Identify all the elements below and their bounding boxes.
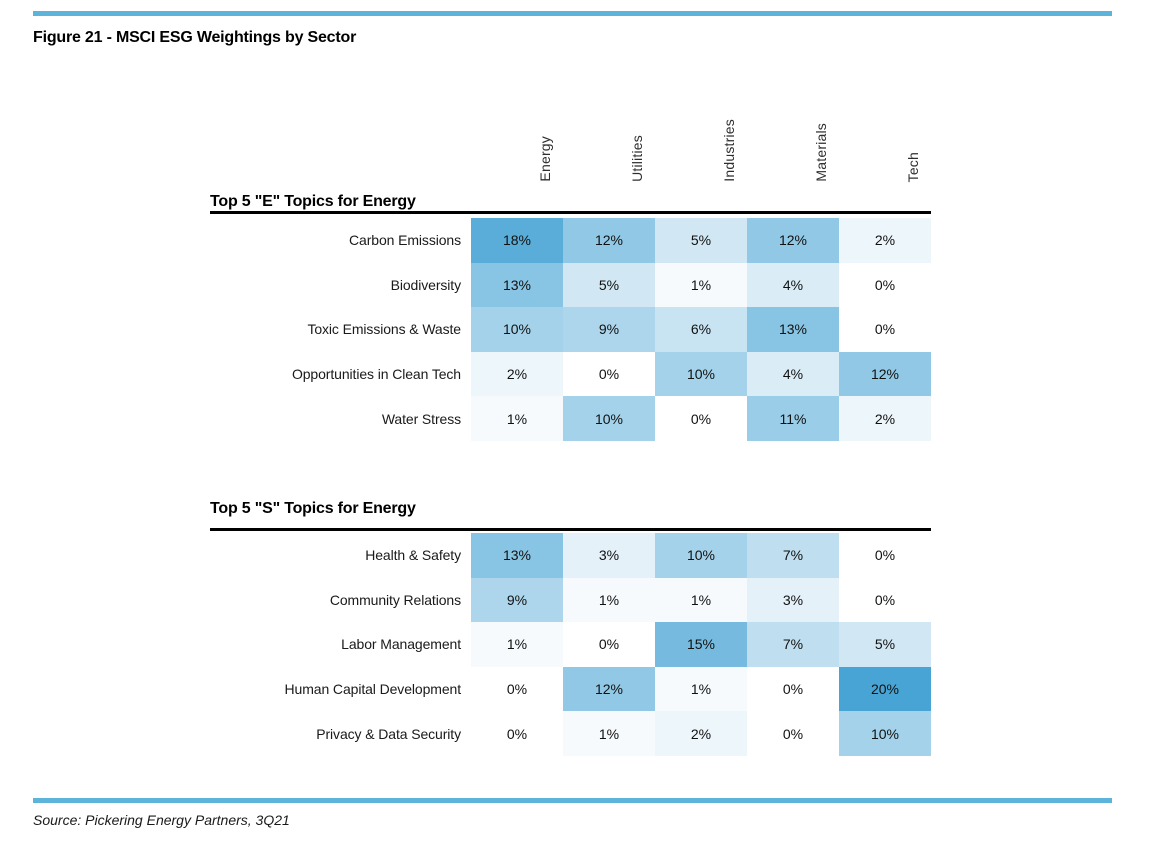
heat-cell: 13% <box>747 307 839 352</box>
section-underline <box>210 528 931 531</box>
heat-cell: 10% <box>471 307 563 352</box>
heat-cell: 0% <box>839 577 931 623</box>
row-label: Privacy & Data Security <box>316 725 461 742</box>
section-title: Top 5 "S" Topics for Energy <box>210 500 416 517</box>
heat-cell: 5% <box>563 262 655 308</box>
heat-cell: 0% <box>563 622 655 667</box>
heat-cell: 2% <box>839 396 931 441</box>
heat-cell: 9% <box>563 307 655 352</box>
column-header-tech: Tech <box>905 151 921 182</box>
heat-cell: 13% <box>471 262 563 308</box>
heat-cell: 4% <box>747 351 839 397</box>
section-underline <box>210 211 931 214</box>
heat-cell: 1% <box>471 622 563 667</box>
row-label: Carbon Emissions <box>349 232 461 249</box>
heat-cell: 0% <box>747 711 839 756</box>
source-note: Source: Pickering Energy Partners, 3Q21 <box>33 812 290 828</box>
heat-cell: 1% <box>655 666 747 712</box>
figure-title: Figure 21 - MSCI ESG Weightings by Secto… <box>33 29 357 46</box>
row-label: Community Relations <box>329 591 461 608</box>
heat-cell: 0% <box>747 666 839 712</box>
heat-cell: 15% <box>655 622 747 667</box>
heat-cell: 10% <box>563 396 655 441</box>
row-label: Toxic Emissions & Waste <box>307 321 461 338</box>
row-label: Health & Safety <box>365 547 461 564</box>
heat-cell: 18% <box>471 218 563 263</box>
heat-cell: 3% <box>747 577 839 623</box>
column-header-industries: Industries <box>721 119 737 182</box>
heat-cell: 10% <box>839 711 931 756</box>
heat-cell: 6% <box>655 307 747 352</box>
heat-cell: 2% <box>839 218 931 263</box>
heat-cell: 0% <box>563 351 655 397</box>
heat-cell: 20% <box>839 666 931 712</box>
heat-cell: 7% <box>747 622 839 667</box>
column-header-energy: Energy <box>537 136 553 182</box>
heat-cell: 1% <box>655 577 747 623</box>
heat-cell: 1% <box>471 396 563 441</box>
heat-cell: 0% <box>471 711 563 756</box>
heat-cell: 1% <box>563 711 655 756</box>
bottom-accent-rule <box>33 798 1112 803</box>
heat-cell: 12% <box>563 218 655 263</box>
heat-cell: 2% <box>471 351 563 397</box>
heat-cell: 10% <box>655 533 747 578</box>
heat-cell: 2% <box>655 711 747 756</box>
row-label: Water Stress <box>381 410 461 427</box>
heat-cell: 0% <box>839 533 931 578</box>
heat-cell: 1% <box>655 262 747 308</box>
row-label: Labor Management <box>341 636 461 653</box>
heat-cell: 4% <box>747 262 839 308</box>
section-title: Top 5 "E" Topics for Energy <box>210 193 416 210</box>
heat-cell: 0% <box>655 396 747 441</box>
heat-cell: 10% <box>655 351 747 397</box>
heat-cell: 12% <box>839 351 931 397</box>
column-header-utilities: Utilities <box>629 135 645 182</box>
heat-cell: 1% <box>563 577 655 623</box>
row-label: Biodiversity <box>390 276 461 293</box>
column-header-materials: Materials <box>813 123 829 182</box>
heat-cell: 7% <box>747 533 839 578</box>
row-label: Human Capital Development <box>284 681 462 698</box>
heat-cell: 5% <box>839 622 931 667</box>
heat-cell: 0% <box>839 307 931 352</box>
heat-cell: 0% <box>839 262 931 308</box>
heat-cell: 0% <box>471 666 563 712</box>
heat-cell: 12% <box>563 666 655 712</box>
top-accent-rule <box>33 11 1112 16</box>
heat-cell: 13% <box>471 533 563 578</box>
heat-cell: 12% <box>747 218 839 263</box>
heat-cell: 3% <box>563 533 655 578</box>
heat-cell: 5% <box>655 218 747 263</box>
heat-cell: 9% <box>471 577 563 623</box>
heat-cell: 11% <box>747 396 839 441</box>
row-label: Opportunities in Clean Tech <box>291 366 461 383</box>
